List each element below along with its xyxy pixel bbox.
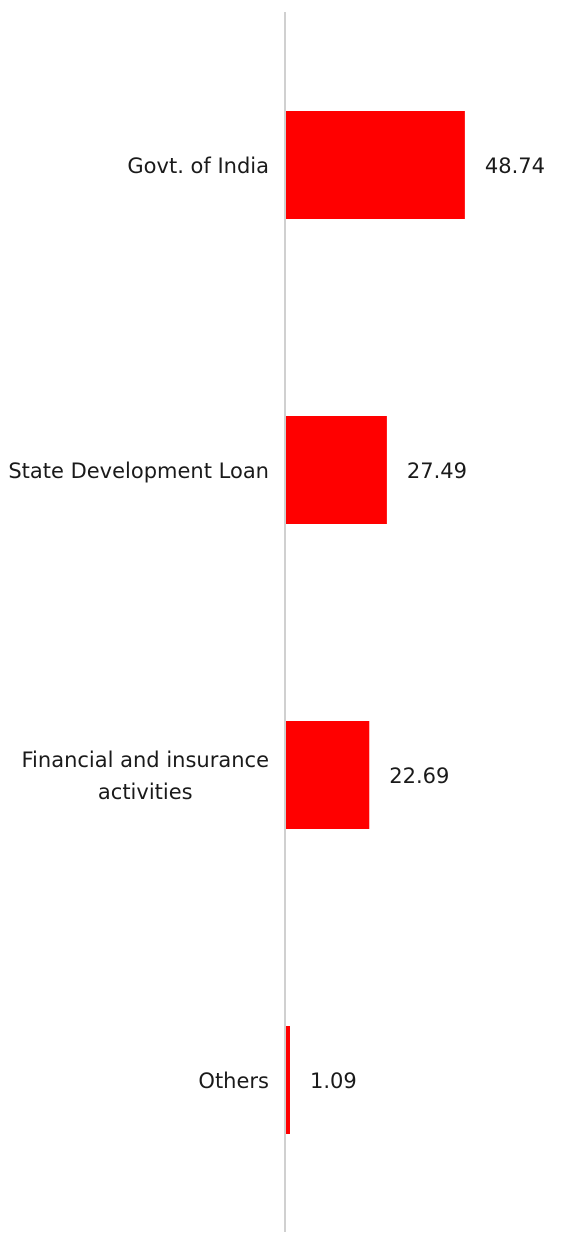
category-label-line: Financial and insurance (22, 748, 270, 772)
value-label-2: 22.69 (389, 764, 449, 788)
category-label-2: Financial and insurance activities (22, 748, 270, 804)
value-label-0: 48.74 (485, 154, 545, 178)
value-label-3: 1.09 (310, 1069, 357, 1093)
category-label-line: Others (198, 1069, 269, 1093)
category-label-0: Govt. of India (127, 154, 269, 178)
value-label-1: 27.49 (407, 459, 467, 483)
category-label-line: activities (98, 780, 193, 804)
bar-0 (286, 111, 465, 219)
labels-layer: 48.74 Govt. of India 27.49 State Developmen… (8, 154, 545, 1093)
bar-2 (286, 721, 370, 829)
bar-3 (286, 1026, 291, 1134)
category-label-3: Others (198, 1069, 269, 1093)
category-label-line: Govt. of India (127, 154, 269, 178)
category-label-1: State Development Loan (8, 459, 269, 483)
bars-layer (286, 111, 465, 1134)
category-label-line: State Development Loan (8, 459, 269, 483)
bar-1 (286, 416, 387, 524)
